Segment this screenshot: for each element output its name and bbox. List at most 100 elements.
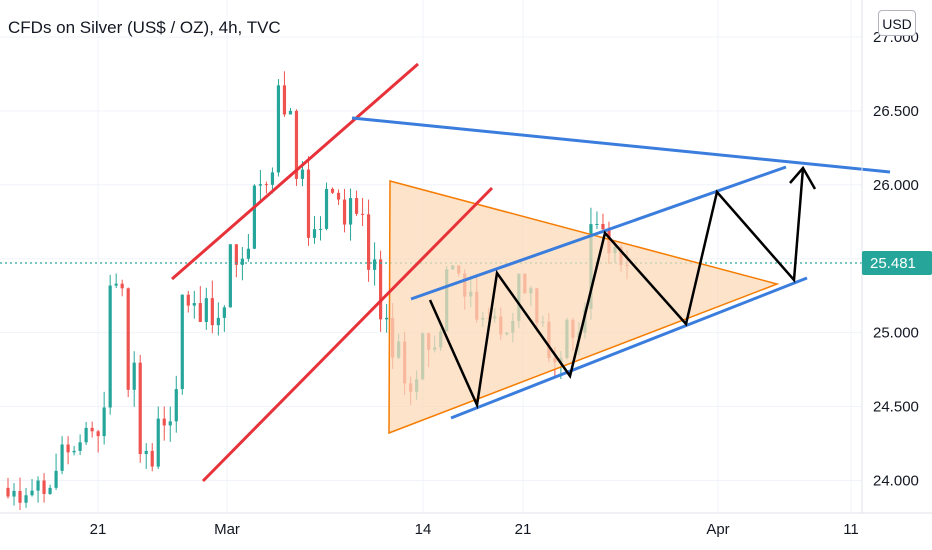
price-tick-label: 26.500 [873, 103, 919, 120]
candle-body [96, 431, 100, 437]
candle-body [180, 294, 184, 390]
candle-body [186, 294, 190, 306]
candle-body [162, 418, 166, 426]
last-price-label: 25.481 [870, 255, 916, 272]
candle-body [258, 184, 263, 186]
candle [180, 294, 184, 395]
time-axis[interactable]: 21 Mar 14 21 Apr 11 [90, 521, 859, 538]
candle-body [366, 214, 371, 270]
candle-body [336, 192, 341, 200]
candle [174, 375, 178, 433]
candle [204, 287, 208, 330]
candle [360, 197, 365, 227]
candle [595, 211, 599, 230]
candle-body [18, 490, 22, 503]
channel-lower-line [201, 186, 494, 483]
candle [24, 487, 28, 508]
candle-body [204, 298, 208, 322]
candle [126, 287, 130, 398]
candle [162, 406, 166, 441]
candle-body [288, 110, 293, 115]
candle [306, 156, 311, 246]
candle [168, 406, 172, 442]
wedge-upper-line [410, 165, 787, 301]
candle [228, 243, 232, 308]
candle [96, 429, 100, 453]
candle-body [216, 317, 220, 326]
candle [12, 483, 16, 506]
channel-upper-line [171, 62, 419, 281]
candle [48, 484, 52, 495]
candle-body [78, 442, 82, 451]
candle-body [12, 490, 16, 497]
candle-body [270, 172, 275, 185]
candle-body [132, 362, 136, 390]
chart-title: CFDs on Silver (US$ / OZ), 4h, TVC [8, 18, 281, 37]
resistance-line [351, 116, 891, 174]
candle [366, 199, 371, 282]
candle-body [342, 199, 347, 225]
candle-body [234, 244, 238, 265]
candle-body [330, 188, 335, 193]
candle [234, 243, 238, 278]
candle [336, 189, 341, 205]
time-tick-label: 21 [515, 521, 532, 538]
candle-body [168, 421, 172, 426]
candle-body [48, 487, 52, 494]
candle-body [276, 85, 281, 173]
candle [216, 302, 220, 336]
candle [36, 476, 40, 503]
candle [324, 182, 329, 231]
candle [42, 473, 46, 503]
price-tick-label: 24.500 [873, 399, 919, 416]
candle-body [228, 244, 232, 308]
time-tick-label: 14 [415, 521, 432, 538]
candle-body [30, 490, 34, 496]
arrow-head [789, 165, 817, 190]
candle-body [306, 169, 311, 238]
candle-body [372, 259, 377, 270]
price-tick-label: 25.000 [873, 325, 919, 342]
candle-body [312, 229, 317, 238]
candle-body [114, 283, 118, 286]
candle-body [354, 198, 359, 214]
candle [385, 303, 389, 333]
candle-body [60, 444, 64, 471]
candle [132, 351, 136, 407]
candle-body [150, 450, 154, 467]
candle [372, 242, 377, 286]
candle-body [252, 185, 256, 249]
candle [198, 286, 202, 323]
candle-body [108, 285, 112, 408]
candle [138, 354, 142, 463]
candle [222, 305, 226, 332]
candle-body [42, 480, 46, 494]
last-price-tag: 25.481 [862, 251, 932, 275]
candle-body [198, 303, 202, 322]
candle [30, 478, 34, 497]
candle [54, 453, 58, 491]
candle [60, 436, 64, 475]
candle [270, 167, 275, 194]
candle-body [318, 228, 323, 230]
candle-body [36, 480, 40, 491]
time-tick-label: Apr [706, 521, 729, 538]
candle-body [348, 198, 353, 225]
candle [156, 406, 160, 469]
time-tick-label: 11 [843, 521, 859, 538]
wedge-lower-line [450, 276, 808, 420]
candle-body [192, 303, 196, 306]
currency-button[interactable]: USD [878, 10, 916, 36]
candle [282, 71, 287, 117]
candle [66, 436, 70, 465]
candle [90, 421, 94, 438]
candle [318, 216, 323, 241]
candle-body [174, 389, 178, 422]
price-tick-label: 24.000 [873, 472, 919, 489]
candle [144, 443, 148, 469]
time-tick-label: 21 [90, 521, 107, 538]
candle [601, 213, 605, 232]
candle-body [6, 487, 10, 497]
candle [264, 181, 269, 194]
